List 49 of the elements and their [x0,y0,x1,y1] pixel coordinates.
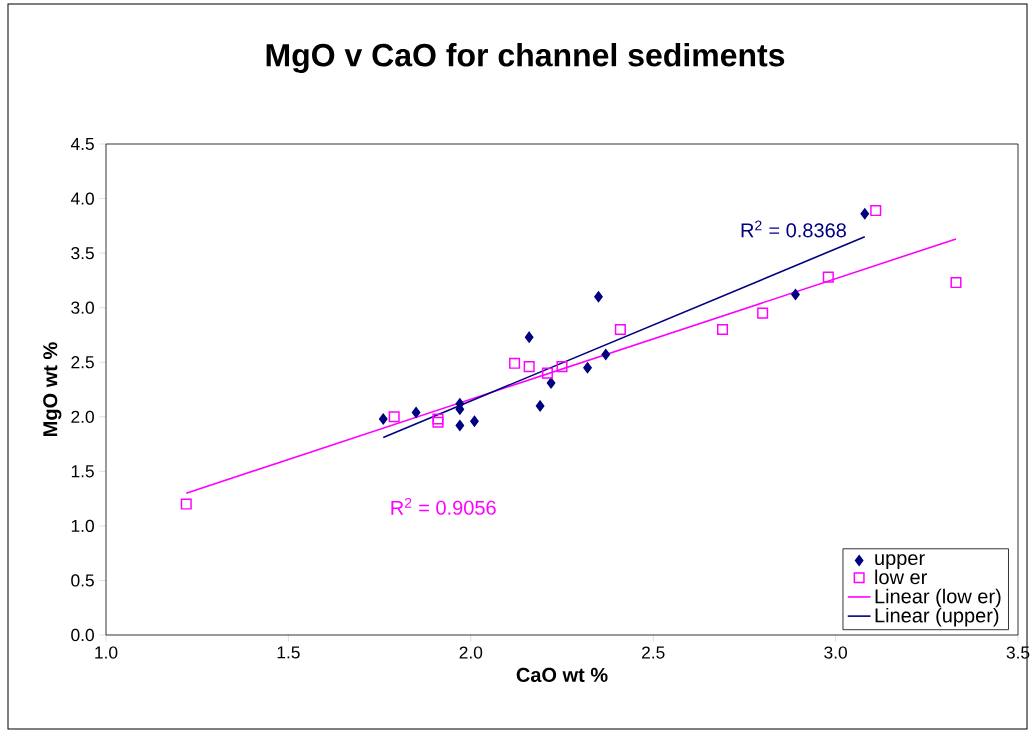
point [523,361,535,373]
point [583,362,592,374]
point [594,291,603,303]
chart-title: MgO v CaO for channel sediments [266,43,785,73]
point [716,323,729,336]
point [822,271,834,283]
legend-label: Linear (upper) [875,607,999,627]
point [860,208,870,220]
y-tick-label: 1.5 [71,465,94,478]
point [791,289,800,301]
point [524,331,534,343]
x-tick-label: 3.0 [824,646,847,659]
y-axis-title: MgO wt % [43,342,62,436]
legend-label: upper [875,554,925,570]
y-tick-label: 0.5 [71,574,94,587]
point [411,406,421,418]
point [541,367,553,379]
x-tick-label: 1.5 [277,646,300,659]
y-tick-label: 4.5 [70,137,94,151]
point [546,377,556,389]
x-tick-label: 3.5 [1006,646,1030,659]
point [378,413,388,425]
point [757,307,769,319]
x-tick-label: 1.0 [95,646,118,659]
point [614,323,626,336]
legend-label: Linear (low er) [875,588,1001,608]
annotation: R$^{2}$ = 0.9056 [391,497,496,515]
point [556,361,568,373]
y-tick-label: 3.0 [71,301,94,314]
point [950,277,962,289]
y-tick-label: 0.0 [71,628,94,642]
legend-label: low er [875,569,927,585]
x-tick-label: 2.0 [459,646,483,659]
y-tick-label: 2.5 [71,356,94,369]
y-tick-label: 1.0 [71,519,94,533]
point [870,205,882,217]
y-tick-label: 4.0 [70,192,94,205]
point [180,498,192,510]
annotation: R$^{2}$ = 0.8368 [741,220,846,238]
point [388,411,400,423]
point [601,349,611,361]
point [509,357,521,369]
point [535,400,545,412]
point [455,419,465,432]
point [470,415,479,427]
y-tick-label: 3.5 [71,246,94,260]
x-axis-title: CaO wt % [516,667,608,682]
x-tick-label: 2.5 [642,646,665,659]
y-tick-label: 2.0 [71,410,94,423]
